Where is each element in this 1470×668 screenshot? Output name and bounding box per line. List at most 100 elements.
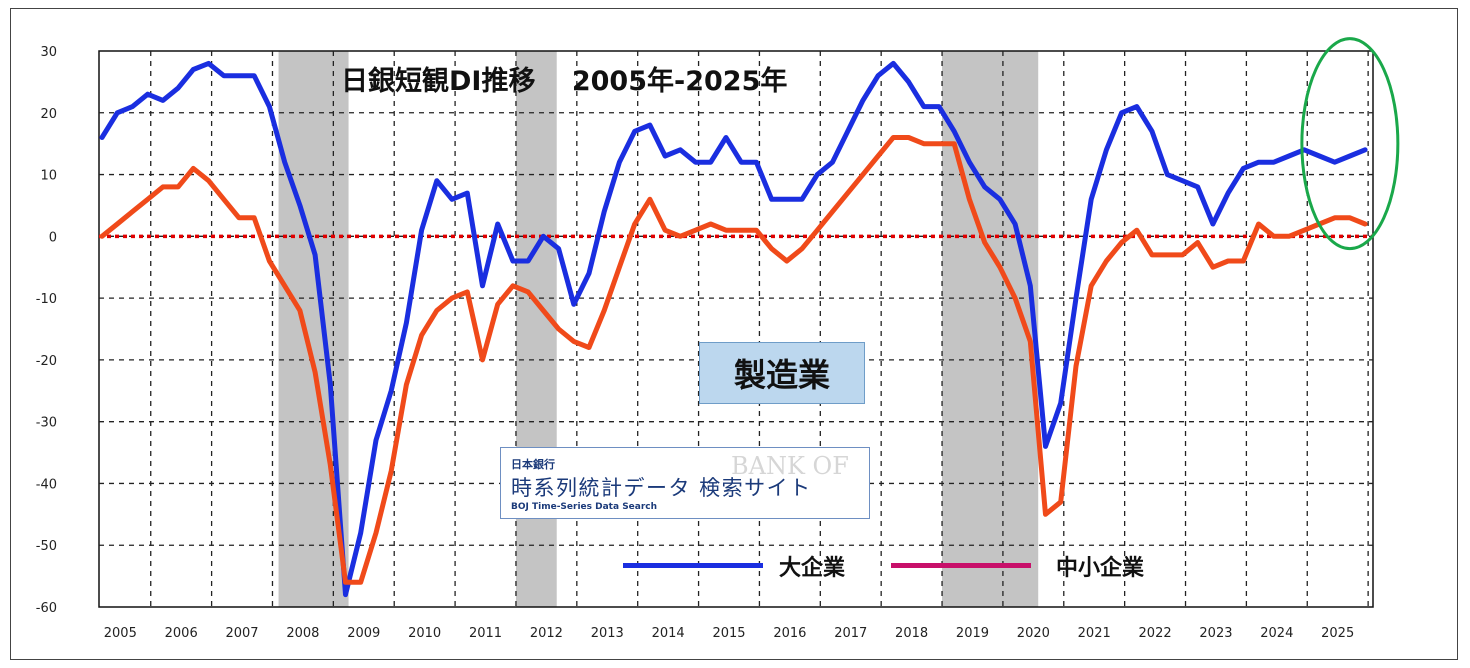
series-0-point bbox=[724, 136, 728, 139]
series-0-point bbox=[344, 593, 347, 596]
series-1-point bbox=[587, 346, 591, 349]
x-tick-label: 2012 bbox=[530, 626, 563, 641]
series-1-point bbox=[1363, 222, 1367, 226]
series-1-point bbox=[1089, 284, 1093, 287]
series-1-point bbox=[450, 296, 454, 300]
series-0-point bbox=[1059, 401, 1062, 405]
x-tick-label: 2016 bbox=[773, 626, 806, 641]
chart-title: 日銀短観DI推移 2005年-2025年 bbox=[341, 66, 788, 97]
series-0-point bbox=[1044, 445, 1047, 448]
series-0-point bbox=[922, 105, 925, 108]
series-0-point bbox=[1105, 148, 1108, 152]
series-1-point bbox=[648, 198, 652, 201]
series-0-point bbox=[298, 204, 302, 207]
series-1-point bbox=[526, 290, 530, 294]
series-1-point bbox=[313, 371, 317, 374]
series-0-point bbox=[679, 148, 682, 152]
series-0-point bbox=[511, 259, 515, 263]
series-1-point bbox=[633, 222, 636, 226]
series-0-point bbox=[937, 105, 941, 108]
series-1-point bbox=[968, 198, 971, 201]
series-1-point bbox=[876, 154, 880, 158]
series-0-point bbox=[572, 303, 575, 306]
series-1-point bbox=[739, 228, 743, 232]
legend-label-1: 中小企業 bbox=[1056, 556, 1145, 581]
recession-band-1 bbox=[515, 51, 557, 607]
x-tick-label: 2023 bbox=[1199, 626, 1232, 641]
boj-org-name: 日本銀行 bbox=[511, 458, 555, 471]
series-0-point bbox=[435, 179, 439, 182]
series-0-point bbox=[633, 130, 636, 133]
x-tick-label: 2006 bbox=[165, 626, 198, 641]
series-1-point bbox=[405, 383, 408, 386]
series-0-point bbox=[1257, 161, 1260, 164]
x-tick-label: 2005 bbox=[104, 626, 137, 641]
series-line-1 bbox=[99, 135, 1368, 585]
series-0-point bbox=[876, 74, 880, 77]
boj-site-subtitle: BOJ Time-Series Data Search bbox=[511, 502, 658, 512]
series-1-point bbox=[237, 216, 241, 219]
series-1-point bbox=[146, 198, 149, 201]
series-1-point bbox=[907, 136, 910, 139]
series-1-point bbox=[1013, 296, 1017, 300]
series-1-point bbox=[1029, 340, 1032, 343]
series-1-point bbox=[1333, 216, 1336, 219]
series-0-point bbox=[496, 222, 499, 226]
series-0-point bbox=[146, 93, 149, 96]
series-line-0 bbox=[99, 60, 1368, 598]
series-0-point bbox=[405, 321, 408, 325]
series-1-point bbox=[100, 235, 104, 238]
series-0-point bbox=[755, 161, 758, 164]
sector-label-text: 製造業 bbox=[733, 356, 830, 394]
series-1-point bbox=[1074, 364, 1078, 368]
series-0-point bbox=[861, 99, 865, 102]
series-1-point bbox=[466, 290, 469, 294]
series-1-point bbox=[1257, 222, 1260, 226]
series-0-point bbox=[968, 161, 971, 164]
series-1-point bbox=[816, 228, 819, 232]
series-1-point bbox=[496, 303, 499, 306]
boj-watermark: BANK OF bbox=[731, 452, 849, 480]
series-1-point bbox=[663, 228, 667, 232]
series-1-point bbox=[983, 241, 986, 244]
series-0-point bbox=[207, 62, 210, 65]
series-1-point bbox=[176, 185, 180, 189]
y-tick-label: 20 bbox=[40, 107, 57, 122]
series-1-point bbox=[1181, 253, 1184, 257]
y-tick-label: 30 bbox=[40, 45, 57, 60]
series-0-point bbox=[1089, 198, 1093, 201]
series-1-point bbox=[694, 228, 697, 232]
series-1-point bbox=[161, 185, 165, 189]
series-0-point bbox=[800, 198, 804, 201]
series-1-point bbox=[481, 358, 484, 362]
series-1-point bbox=[420, 333, 423, 337]
series-1-point bbox=[603, 309, 606, 312]
series-1-point bbox=[374, 531, 378, 535]
x-tick-label: 2025 bbox=[1321, 626, 1354, 641]
series-1-point bbox=[709, 222, 712, 226]
series-1-point bbox=[298, 309, 302, 312]
series-1-point bbox=[953, 142, 956, 145]
series-0-point bbox=[1196, 185, 1199, 189]
series-1-point bbox=[618, 266, 621, 269]
series-0-point bbox=[100, 136, 104, 139]
series-1-point bbox=[770, 247, 773, 250]
series-1-point bbox=[116, 222, 119, 226]
x-tick-label: 2007 bbox=[225, 626, 258, 641]
series-1-point bbox=[998, 266, 1002, 269]
y-tick-label: 10 bbox=[40, 169, 57, 184]
series-1-point bbox=[268, 259, 271, 263]
series-1-point bbox=[435, 309, 439, 312]
series-0-point bbox=[1272, 161, 1275, 164]
series-0-point bbox=[1226, 191, 1230, 195]
series-1-point bbox=[207, 179, 210, 182]
x-tick-label: 2021 bbox=[1078, 626, 1111, 641]
series-0-point bbox=[770, 198, 773, 201]
boj-source-badge: BANK OF 日本銀行 時系列統計データ 検索サイト BOJ Time-Ser… bbox=[500, 447, 870, 519]
series-0-point bbox=[222, 74, 225, 77]
series-1-point bbox=[1303, 228, 1306, 232]
series-0-point bbox=[1074, 296, 1078, 300]
x-tick-label: 2018 bbox=[895, 626, 928, 641]
series-1-point bbox=[1196, 241, 1199, 244]
series-0-point bbox=[420, 228, 423, 232]
